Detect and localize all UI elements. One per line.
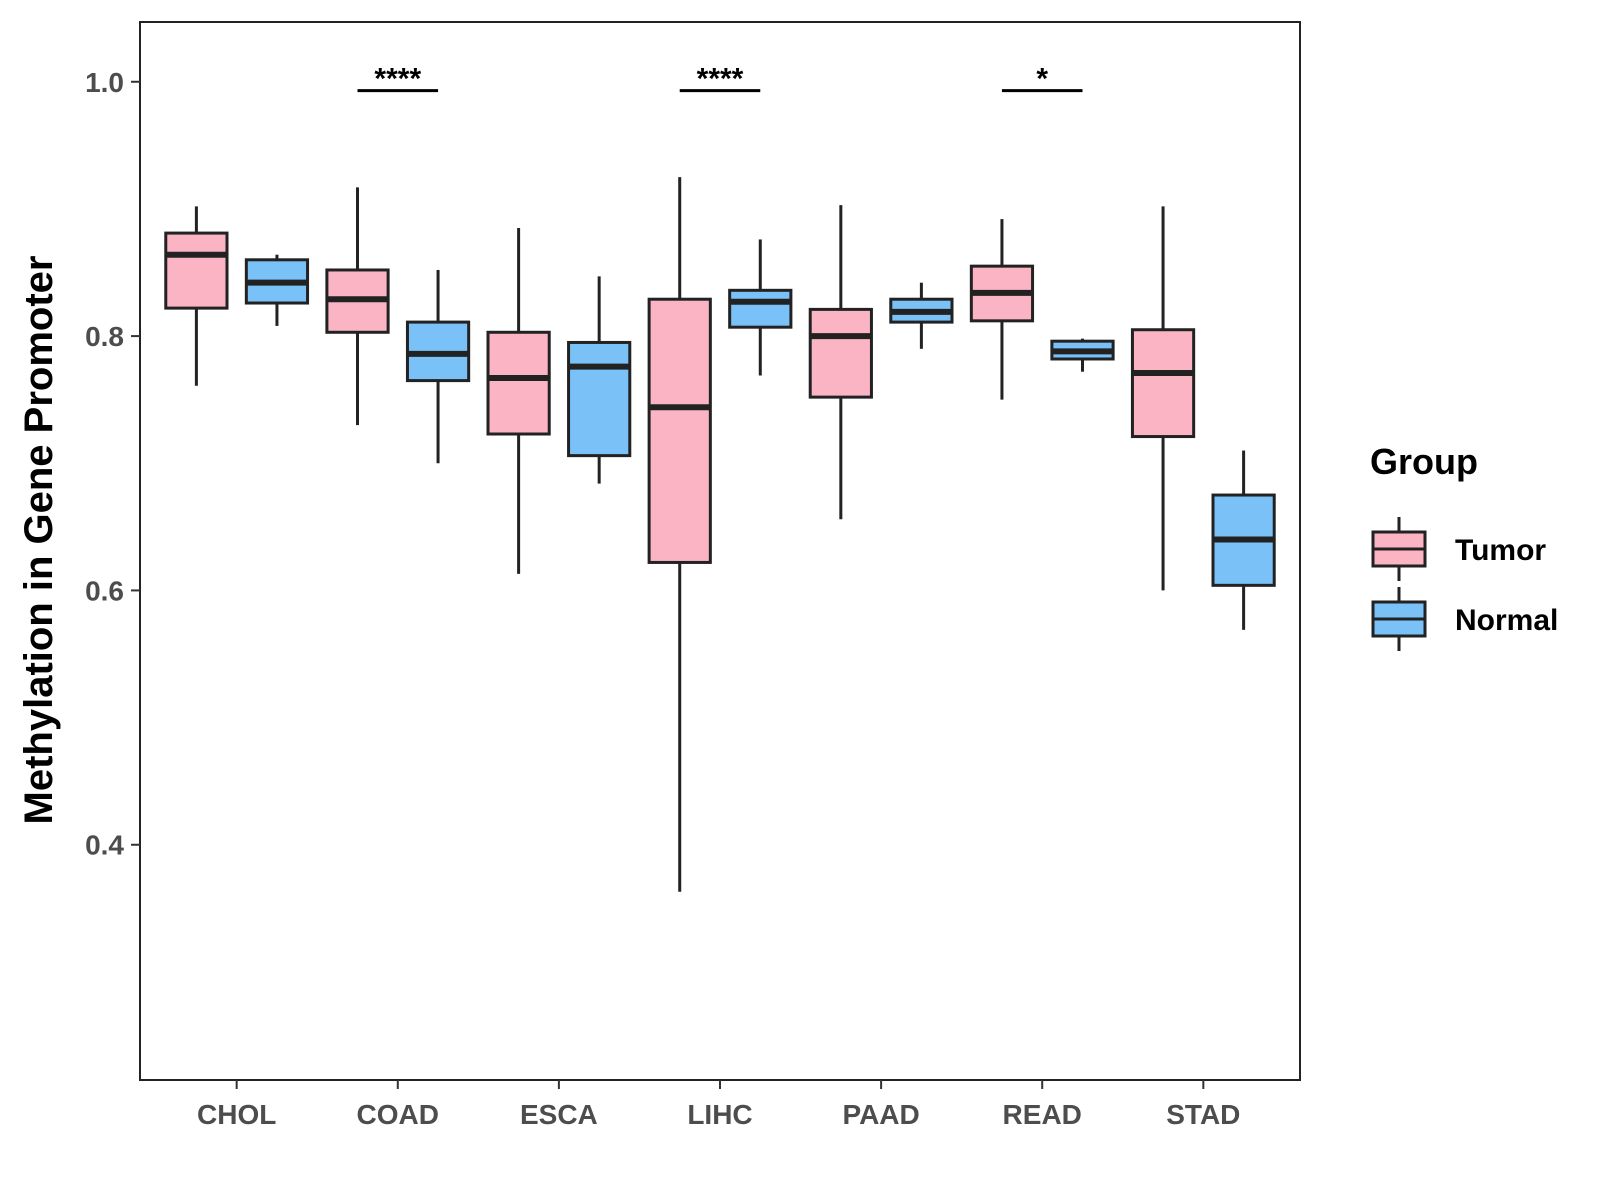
y-tick-label: 0.8 bbox=[85, 321, 124, 352]
legend-title: Group bbox=[1370, 441, 1478, 482]
y-tick-label: 1.0 bbox=[85, 67, 124, 98]
box-normal-stad bbox=[1211, 450, 1276, 630]
box-normal-coad bbox=[405, 269, 471, 464]
legend-label: Normal bbox=[1455, 604, 1558, 637]
box-normal-esca bbox=[567, 276, 632, 484]
legend-entry-normal: Normal bbox=[1371, 587, 1558, 651]
y-tick-label: 0.4 bbox=[85, 830, 124, 861]
x-tick-label: COAD bbox=[357, 1099, 439, 1130]
box-iqr bbox=[164, 231, 229, 310]
y-axis: 0.4 0.6 0.8 1.0 bbox=[85, 67, 140, 861]
x-axis: CHOL COAD ESCA LIHC PAAD READ STAD bbox=[197, 1080, 1240, 1130]
significance-label: **** bbox=[374, 63, 421, 96]
box-iqr bbox=[567, 340, 632, 458]
x-tick-label: CHOL bbox=[197, 1099, 276, 1130]
significance-label: * bbox=[1036, 63, 1048, 96]
box-tumor-coad bbox=[325, 187, 390, 426]
box-normal-read bbox=[1050, 338, 1115, 372]
box-iqr bbox=[647, 297, 712, 564]
x-tick-label: ESCA bbox=[520, 1099, 598, 1130]
x-tick-label: LIHC bbox=[687, 1099, 752, 1130]
legend-label: Tumor bbox=[1455, 534, 1546, 567]
y-axis-title: Methylation in Gene Promoter bbox=[17, 256, 61, 825]
box-tumor-esca bbox=[486, 228, 551, 574]
box-iqr bbox=[808, 307, 873, 399]
x-tick-label: PAAD bbox=[842, 1099, 919, 1130]
box-normal-paad bbox=[889, 282, 954, 349]
significance-layer: **** **** * bbox=[357, 63, 1083, 96]
box-normal-chol bbox=[244, 254, 310, 326]
x-tick-label: STAD bbox=[1166, 1099, 1240, 1130]
y-tick-label: 0.6 bbox=[85, 575, 124, 606]
legend-entry-tumor: Tumor bbox=[1371, 517, 1546, 581]
significance-label: **** bbox=[697, 63, 744, 96]
box-iqr bbox=[1130, 328, 1196, 439]
box-iqr bbox=[486, 330, 551, 436]
box-layer bbox=[164, 177, 1276, 892]
box-tumor-lihc bbox=[647, 177, 712, 892]
box-normal-lihc bbox=[728, 239, 793, 376]
box-iqr bbox=[728, 288, 793, 329]
box-tumor-stad bbox=[1130, 206, 1196, 591]
box-tumor-chol bbox=[164, 206, 229, 386]
box-tumor-paad bbox=[808, 205, 873, 520]
x-tick-label: READ bbox=[1003, 1099, 1082, 1130]
legend: Group Tumor Normal bbox=[1370, 441, 1558, 651]
box-tumor-read bbox=[969, 219, 1035, 400]
